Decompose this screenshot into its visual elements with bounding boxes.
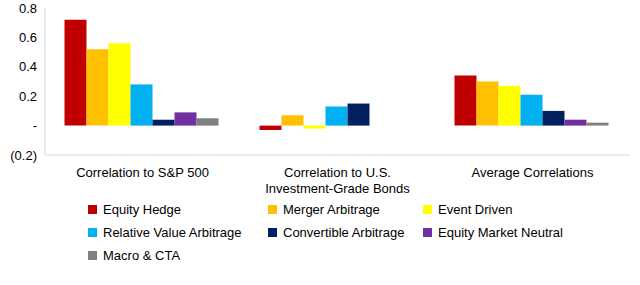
svg-text:(0.2): (0.2) [10, 148, 37, 163]
svg-text:0.6: 0.6 [19, 30, 37, 45]
html-text:Equity Market Neutral: Equity Market Neutral [438, 225, 563, 240]
svg-text:Correlation to S&P 500: Correlation to S&P 500 [76, 165, 209, 180]
html-text:Convertible Arbitrage: Convertible Arbitrage [283, 225, 405, 240]
html-text:Relative Value Arbitrage: Relative Value Arbitrage [103, 225, 242, 240]
html-text:Macro & CTA: Macro & CTA [103, 248, 181, 263]
svg-text:0.8: 0.8 [19, 1, 37, 16]
html-text:Merger Arbitrage: Merger Arbitrage [283, 202, 380, 217]
svg-text:Average Correlations: Average Correlations [472, 165, 594, 180]
html-text:Equity Hedge: Equity Hedge [103, 202, 182, 217]
svg-text:-: - [33, 118, 37, 133]
svg-text:0.4: 0.4 [19, 59, 37, 74]
html-text:Event Driven: Event Driven [438, 202, 513, 217]
svg-text:Correlation to U.S.Investment-: Correlation to U.S.Investment-Grade Bond… [265, 165, 410, 196]
svg-text:0.2: 0.2 [19, 89, 37, 104]
